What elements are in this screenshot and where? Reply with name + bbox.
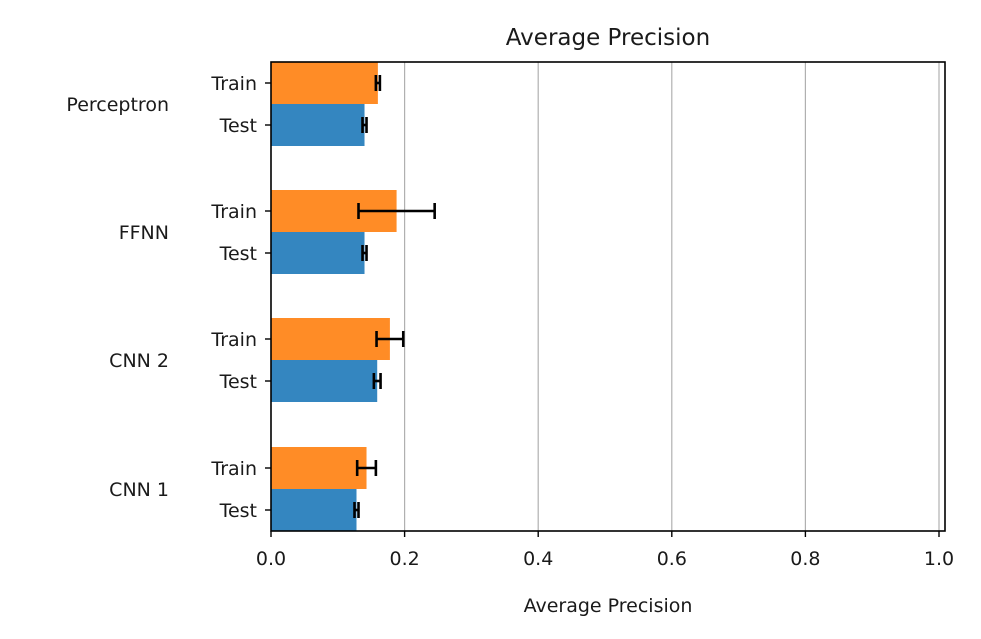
- x-tick-label: 0.4: [523, 548, 553, 570]
- bar-label: Test: [219, 371, 257, 393]
- x-tick-label: 0.6: [657, 548, 687, 570]
- bar-test: [271, 104, 365, 146]
- bar-label: Test: [219, 115, 257, 137]
- group-label: Perceptron: [66, 94, 169, 116]
- bar-label: Train: [210, 201, 257, 223]
- bar-train: [271, 62, 378, 104]
- y-axis-ticks: Train Test Perceptron Train Test FFNN Train Tes…: [66, 73, 271, 522]
- x-tick-label: 0.8: [790, 548, 820, 570]
- bar-train: [271, 318, 390, 360]
- x-tick-label: 0.2: [389, 548, 419, 570]
- bar-label: Train: [210, 73, 257, 95]
- error-bars: [353, 75, 436, 518]
- bar-train: [271, 447, 367, 489]
- bars: [271, 62, 397, 531]
- group-label: CNN 1: [109, 479, 169, 501]
- group-label: CNN 2: [109, 350, 169, 372]
- group-label: FFNN: [119, 222, 169, 244]
- bar-test: [271, 489, 357, 531]
- gridlines: [404, 62, 940, 531]
- plot-frame: [270, 61, 946, 532]
- x-tick-label: 0.0: [256, 548, 286, 570]
- x-axis-label: Average Precision: [524, 595, 693, 617]
- chart-title: Average Precision: [506, 25, 710, 51]
- bar-label: Train: [210, 329, 257, 351]
- bar-test: [271, 232, 365, 274]
- bar-label: Test: [219, 500, 257, 522]
- x-axis-ticks: 0.0 0.2 0.4 0.6 0.8 1.0: [256, 531, 954, 570]
- bar-test: [271, 360, 378, 402]
- bar-label: Test: [219, 243, 257, 265]
- bar-label: Train: [210, 458, 257, 480]
- x-tick-label: 1.0: [924, 548, 954, 570]
